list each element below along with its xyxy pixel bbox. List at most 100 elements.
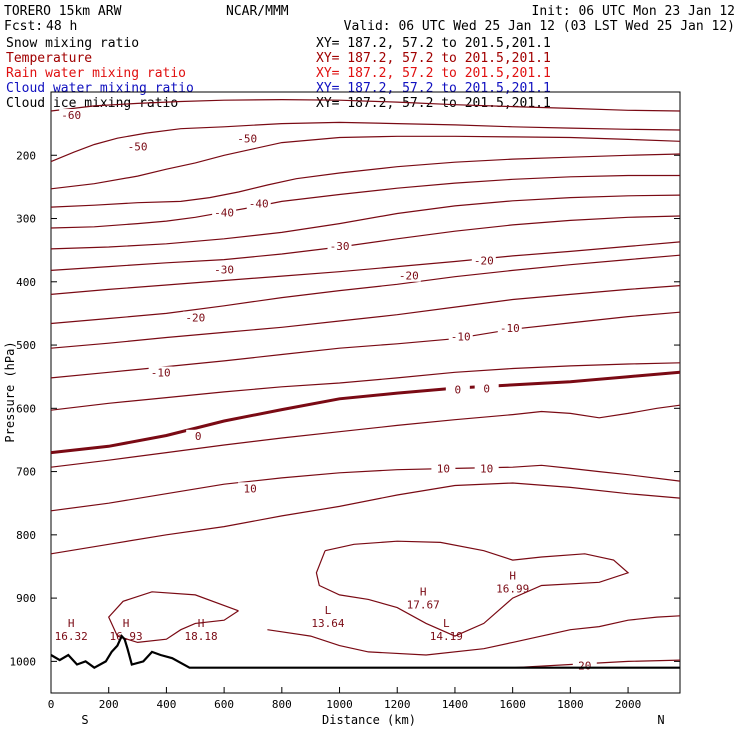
isotherm-2: [50, 135, 681, 190]
contour-label-18: 10: [243, 482, 256, 495]
forecast-label: Fcst:: [4, 19, 43, 34]
contour-label-14: 0: [483, 382, 490, 395]
x-tick-label-400: 400: [156, 698, 176, 711]
isotherm-15: [50, 482, 681, 555]
extremum-value-2: 18.18: [184, 630, 217, 643]
contour-label-15: 0: [195, 430, 202, 443]
contour-label-bg-0: [59, 109, 84, 122]
contour-label-bg-18: [238, 482, 263, 495]
terrain-layer: [50, 634, 680, 669]
contour-label-17: 10: [480, 463, 493, 476]
x-axis-label: Distance (km): [322, 713, 416, 727]
extremum-type-2: H: [198, 617, 205, 630]
y-axis-label: Pressure (hPa): [3, 341, 17, 442]
isotherm-0: [50, 98, 681, 112]
valid-time: Valid: 06 UTC Wed 25 Jan 12 (03 LST Wed …: [344, 19, 735, 34]
contour-label-10: -10: [451, 330, 471, 343]
y-tick-label-600: 600: [16, 402, 36, 415]
contour-label-bg-5: [327, 239, 352, 252]
terrain-profile: [50, 634, 680, 669]
contour-label-11: -10: [500, 322, 520, 335]
y-tick-label-900: 900: [16, 592, 36, 605]
legend-label-1: Temperature: [6, 51, 92, 66]
plot-frame: [50, 91, 681, 694]
y-tick-label-800: 800: [16, 529, 36, 542]
y-tick-label-1000: 1000: [10, 655, 37, 668]
contour-label-16: 10: [437, 463, 450, 476]
y-tick-label-400: 400: [16, 276, 36, 289]
contour-label-8: -20: [474, 255, 494, 268]
contour-label-bg-15: [186, 429, 211, 442]
isotherm-7: [50, 241, 681, 295]
contour-label-13: 0: [455, 384, 462, 397]
contour-label-bg-14: [474, 382, 499, 395]
isotherm-6: [50, 215, 681, 271]
contour-label-bg-8: [471, 254, 496, 267]
y-tick-label-300: 300: [16, 213, 36, 226]
contour-label-bg-17: [474, 462, 499, 475]
contour-label-3: -40: [214, 206, 234, 219]
contour-label-bg-7: [396, 269, 421, 282]
legend-label-2: Rain water mixing ratio: [6, 66, 186, 81]
contour-label-bg-2: [235, 132, 260, 145]
isotherm-5: [50, 194, 681, 250]
contour-label-bg-11: [497, 322, 522, 335]
contour-label-bg-4: [246, 197, 271, 210]
x-tick-label-1600: 1600: [499, 698, 526, 711]
isotherm-layer: [50, 98, 681, 669]
x-tick-label-1200: 1200: [384, 698, 411, 711]
isotherm-14: [50, 464, 681, 512]
x-tick-label-800: 800: [272, 698, 292, 711]
contour-label-bg-12: [148, 366, 173, 379]
lower-contour-2: [512, 659, 681, 669]
contour-label-0: -60: [61, 109, 81, 122]
isotherm-3: [50, 153, 681, 208]
isotherm-8: [50, 254, 681, 325]
legend-label-0: Snow mixing ratio: [6, 36, 139, 51]
legend-xy-0: XY= 187.2, 57.2 to 201.5,201.1: [316, 36, 551, 51]
contour-label-bg-1: [125, 140, 150, 153]
contour-label-bg-9: [183, 311, 208, 324]
isotherm-11: [50, 362, 681, 411]
x-tick-label-200: 200: [99, 698, 119, 711]
contour-label-19: 20: [578, 659, 591, 672]
contour-label-4: -40: [249, 198, 269, 211]
x-tick-label-1000: 1000: [326, 698, 353, 711]
contour-label-bg-3: [212, 206, 237, 219]
extrema-layer: H16.32H16.93H18.18L13.64H17.67L14.19H16.…: [55, 569, 530, 642]
isotherm-4: [50, 174, 680, 229]
extremum-type-5: L: [443, 617, 450, 630]
x-tick-label-2000: 2000: [615, 698, 642, 711]
isotherm-9: [50, 285, 681, 349]
x-axis-south-label: S: [81, 713, 88, 727]
extremum-type-0: H: [68, 617, 75, 630]
contour-label-2: -50: [237, 132, 257, 145]
contour-label-6: -30: [214, 263, 234, 276]
x-tick-label-0: 0: [48, 698, 55, 711]
isotherm-12: [50, 370, 681, 455]
legend-xy-2: XY= 187.2, 57.2 to 201.5,201.1: [316, 66, 551, 81]
legend-label-4: Cloud ice mixing ratio: [6, 96, 178, 111]
y-tick-label-700: 700: [16, 466, 36, 479]
y-tick-label-200: 200: [16, 149, 36, 162]
organization-label: NCAR/MMM: [226, 4, 289, 19]
legend-label-3: Cloud water mixing ratio: [6, 81, 194, 96]
contour-label-bg-16: [431, 462, 456, 475]
contour-label-bg-10: [448, 330, 473, 343]
x-axis-north-label: N: [657, 713, 664, 727]
contour-label-7: -20: [399, 270, 419, 283]
extremum-type-3: L: [325, 604, 332, 617]
extremum-type-6: H: [509, 569, 516, 582]
isotherm-10: [50, 311, 681, 379]
contour-label-9: -20: [185, 311, 205, 324]
contour-label-1: -50: [128, 141, 148, 154]
extremum-value-5: 14.19: [430, 630, 463, 643]
contour-label-bg-13: [445, 383, 470, 396]
model-title: TORERO 15km ARW: [4, 4, 122, 19]
x-tick-label-1400: 1400: [442, 698, 469, 711]
extremum-value-3: 13.64: [311, 617, 344, 630]
y-tick-label-500: 500: [16, 339, 36, 352]
x-tick-label-1800: 1800: [557, 698, 584, 711]
